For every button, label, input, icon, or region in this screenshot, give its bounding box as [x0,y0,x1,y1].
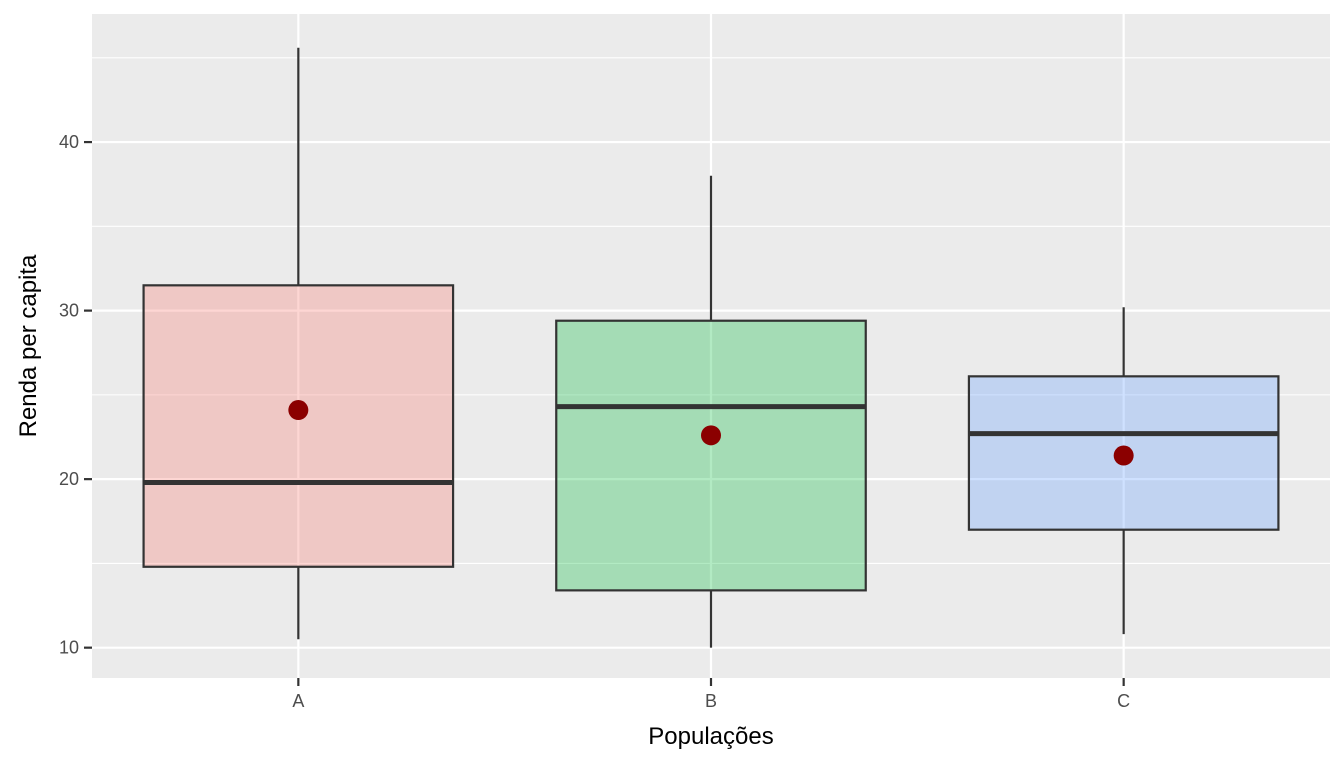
box-iqr [142,284,455,568]
x-tick-label: C [1117,691,1130,711]
boxes-layer [142,47,1280,648]
mean-point-A [288,400,309,421]
y-tick-label: 40 [59,132,79,152]
box-iqr [555,319,867,592]
mean-point-C [1113,445,1134,466]
x-axis-title: Populações [648,723,773,750]
y-tick-label: 20 [59,469,79,489]
means-layer [288,400,1134,466]
y-tick-label: 10 [59,638,79,658]
y-axis-title: Renda per capita [15,254,42,437]
x-tick-label: B [705,691,717,711]
y-tick-label: 30 [59,301,79,321]
x-tick-label: A [292,691,304,711]
mean-point-B [701,425,721,446]
x-axis: A B C [292,678,1130,711]
box-B [555,175,867,648]
box-A [142,47,455,640]
y-axis: 10 20 30 40 [59,132,92,658]
